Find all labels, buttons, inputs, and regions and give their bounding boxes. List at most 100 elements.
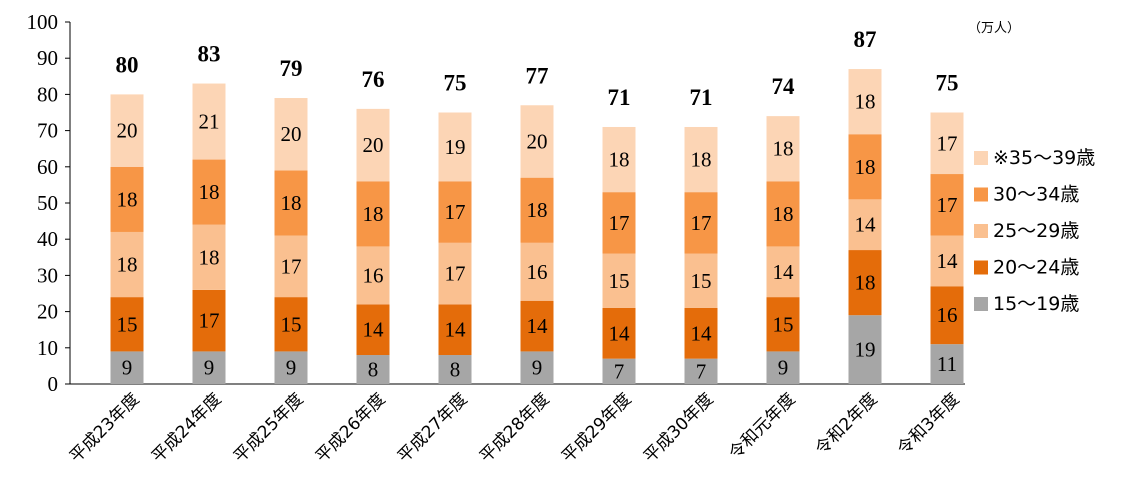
legend-swatch [974,297,988,311]
bar-segment-label: 9 [286,356,297,380]
bar-total-label: 75 [936,71,959,96]
bar-segment [602,253,636,308]
bar-segment-label: 18 [199,245,220,269]
bar-stack: 9 15 18 18 20 80 [110,52,144,384]
bar-segment [110,231,144,298]
bar-total-label: 87 [854,27,877,52]
bar-segment-label: 20 [527,129,548,153]
bar-segment [930,235,964,287]
bar-stack: 9 17 18 18 21 83 [192,42,226,384]
y-tick-label: 90 [37,46,58,70]
bar-segment [438,304,472,356]
bar-segment-label: 20 [117,119,138,143]
bar-segment-label: 14 [773,260,795,284]
bar-segment [110,351,144,384]
y-tick-label: 0 [48,372,59,396]
bar-segment [110,166,144,232]
bar-stack: 8 14 17 17 19 75 [438,71,472,384]
unit-label: （万人） [968,20,1020,35]
bar-segment [192,83,226,160]
bar-segment [766,297,800,352]
bar-segment-label: 9 [532,356,543,380]
bar-stack: 19 18 14 18 18 87 [848,27,882,384]
bar-segment [192,224,226,290]
bar-segment-label: 18 [855,271,876,295]
bar-segment [438,242,472,305]
bar-segment-label: 18 [117,187,138,211]
bar-segment-label: 17 [691,211,712,235]
bar-segment [602,126,636,193]
bar-segment-label: 18 [773,137,794,161]
bar-segment [438,181,472,243]
bar-segment [602,192,636,254]
bar-segment [930,344,964,384]
x-tick-label: 令和2年度 [812,389,882,459]
bar-total-label: 77 [526,63,549,88]
bar-segment-label: 7 [696,359,707,383]
bar-segment-label: 19 [855,338,876,362]
y-tick-label: 10 [37,336,58,360]
bar-segment [192,351,226,384]
bar-segment [274,235,308,298]
bar-segment [520,242,554,301]
legend-label: 30～34歳 [993,184,1079,206]
bars: 9151818208091718182183915171820798141618… [110,27,964,384]
bar-segment [274,351,308,384]
x-tick-label: 平成30年度 [640,389,718,467]
bar-segment [438,112,472,182]
legend-label: 15～19歳 [993,293,1079,315]
x-tick-label: 平成23年度 [66,389,144,467]
bar-segment [356,181,390,247]
bar-segment-label: 9 [122,356,133,380]
legend-swatch [974,151,988,165]
x-tick-label: 平成25年度 [230,389,308,467]
bar-stack: 7 14 15 17 18 71 [684,85,718,384]
bar-segment-label: 11 [937,352,957,376]
legend-swatch [974,260,988,275]
bar-segment-label: 8 [368,358,379,382]
bar-total-label: 71 [690,85,713,110]
bar-total-label: 79 [280,56,303,81]
bar-segment-label: 16 [527,260,548,284]
bar-segment [930,174,964,236]
bar-segment [520,300,554,352]
bar-segment [602,307,636,359]
bar-stack: 9 15 14 18 18 74 [766,74,800,384]
x-tick-label: 平成27年度 [394,389,472,467]
bar-segment [766,116,800,182]
legend-label: 25～29歳 [993,220,1079,242]
bar-segment-label: 9 [778,356,789,380]
bar-segment-label: 14 [937,249,959,273]
bar-segment [520,105,554,178]
bar-segment [848,315,882,384]
bar-stack: 11 16 14 17 17 75 [930,71,964,384]
bar-segment [520,177,554,243]
bar-segment-label: 20 [281,122,302,146]
bar-stack: 9 15 17 18 20 79 [274,56,308,384]
bar-segment-label: 15 [691,269,712,293]
bar-segment [684,253,718,308]
legend-item: 25～29歳 [974,220,1079,242]
bar-segment-label: 17 [937,193,958,217]
legend-label: ※35～39歳 [993,147,1095,169]
bar-segment-label: 18 [609,148,630,172]
bar-segment [684,192,718,254]
bar-segment-label: 7 [614,359,625,383]
bar-segment-label: 17 [609,211,630,235]
bar-segment-label: 17 [937,131,958,155]
y-tick-label: 30 [37,263,58,287]
x-tick-label: 平成24年度 [148,389,226,467]
bar-segment-label: 19 [445,135,466,159]
x-tick-label: 平成26年度 [312,389,390,467]
x-axis: 平成23年度 平成24年度 平成25年度 平成26年度 平成27年度 平成28年度 平成29… [66,389,964,467]
bar-segment-label: 14 [445,318,467,342]
legend: ※35～39歳 30～34歳 25～29歳 20～24歳 15～19歳 [974,147,1095,315]
bar-segment [110,297,144,352]
x-tick-label: 令和元年度 [725,389,799,463]
legend-item: 30～34歳 [974,184,1079,206]
y-tick-label: 70 [37,119,58,143]
bar-segment [766,246,800,298]
y-axis: 0 10 20 30 40 50 60 70 80 90 100 [27,10,965,396]
bar-segment-label: 18 [363,202,384,226]
